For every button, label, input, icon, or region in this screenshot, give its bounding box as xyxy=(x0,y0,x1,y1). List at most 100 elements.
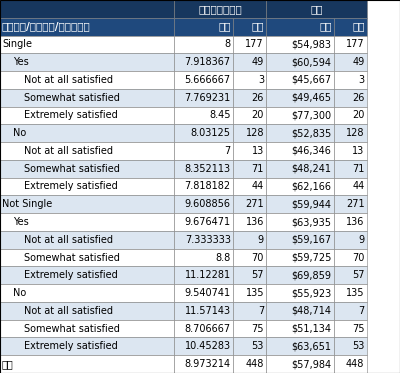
Bar xyxy=(0,338,174,355)
Bar xyxy=(0,35,174,53)
Bar xyxy=(266,284,334,302)
Bar xyxy=(174,284,233,302)
Bar xyxy=(233,249,266,266)
Text: 均值: 均值 xyxy=(219,22,231,32)
Text: 71: 71 xyxy=(252,164,264,174)
Bar xyxy=(174,89,233,107)
Bar xyxy=(334,320,367,338)
Bar xyxy=(233,71,266,89)
Bar xyxy=(233,124,266,142)
Bar xyxy=(0,284,174,302)
Text: No: No xyxy=(13,288,26,298)
Text: Extremely satisfied: Extremely satisfied xyxy=(24,182,118,191)
Bar xyxy=(233,35,266,53)
Text: Somewhat satisfied: Somewhat satisfied xyxy=(24,253,120,263)
Text: $54,983: $54,983 xyxy=(291,40,331,49)
Text: 136: 136 xyxy=(346,217,364,227)
Bar xyxy=(0,195,174,213)
Text: 136: 136 xyxy=(246,217,264,227)
Text: $77,300: $77,300 xyxy=(291,110,331,120)
Text: $52,835: $52,835 xyxy=(291,128,331,138)
Text: 57: 57 xyxy=(252,270,264,280)
Bar xyxy=(0,231,174,249)
Bar xyxy=(174,35,233,53)
Text: Not Single: Not Single xyxy=(2,199,52,209)
Bar xyxy=(233,355,266,373)
Bar xyxy=(233,18,266,35)
Text: 57: 57 xyxy=(352,270,364,280)
Text: $59,725: $59,725 xyxy=(291,253,331,263)
Text: 薪水: 薪水 xyxy=(310,4,323,14)
Bar xyxy=(266,0,367,18)
Text: 44: 44 xyxy=(352,182,364,191)
Bar xyxy=(174,124,233,142)
Bar xyxy=(233,178,266,195)
Text: 49: 49 xyxy=(252,57,264,67)
Bar xyxy=(174,355,233,373)
Text: Yes: Yes xyxy=(13,217,29,227)
Text: 7.918367: 7.918367 xyxy=(185,57,231,67)
Text: 7: 7 xyxy=(224,146,231,156)
Text: No: No xyxy=(13,128,26,138)
Bar xyxy=(0,160,174,178)
Bar xyxy=(0,142,174,160)
Text: $57,984: $57,984 xyxy=(291,359,331,369)
Text: $63,651: $63,651 xyxy=(291,341,331,351)
Text: 448: 448 xyxy=(346,359,364,369)
Text: 现任工作的年限: 现任工作的年限 xyxy=(198,4,242,14)
Bar xyxy=(174,107,233,124)
Bar xyxy=(266,71,334,89)
Bar xyxy=(266,195,334,213)
Bar xyxy=(174,338,233,355)
Bar xyxy=(334,124,367,142)
Text: 70: 70 xyxy=(252,253,264,263)
Bar xyxy=(233,266,266,284)
Bar xyxy=(233,320,266,338)
Text: $60,594: $60,594 xyxy=(291,57,331,67)
Bar xyxy=(266,18,334,35)
Bar xyxy=(266,35,334,53)
Bar xyxy=(174,18,233,35)
Text: 7: 7 xyxy=(358,306,364,316)
Bar xyxy=(334,178,367,195)
Bar xyxy=(266,124,334,142)
Bar xyxy=(233,284,266,302)
Bar xyxy=(334,249,367,266)
Text: 8.45: 8.45 xyxy=(209,110,231,120)
Text: 7.333333: 7.333333 xyxy=(185,235,231,245)
Bar xyxy=(334,160,367,178)
Text: Not at all satisfied: Not at all satisfied xyxy=(24,75,114,85)
Text: $69,859: $69,859 xyxy=(291,270,331,280)
Text: 271: 271 xyxy=(245,199,264,209)
Bar xyxy=(233,231,266,249)
Text: 8.973214: 8.973214 xyxy=(185,359,231,369)
Text: $46,346: $46,346 xyxy=(291,146,331,156)
Bar xyxy=(266,89,334,107)
Bar xyxy=(266,355,334,373)
Text: $62,166: $62,166 xyxy=(291,182,331,191)
Bar xyxy=(0,320,174,338)
Text: 13: 13 xyxy=(352,146,364,156)
Bar xyxy=(334,18,367,35)
Text: $59,944: $59,944 xyxy=(291,199,331,209)
Bar xyxy=(0,302,174,320)
Bar xyxy=(0,355,174,373)
Text: 9: 9 xyxy=(258,235,264,245)
Bar xyxy=(233,338,266,355)
Text: 128: 128 xyxy=(346,128,364,138)
Bar xyxy=(174,231,233,249)
Bar xyxy=(334,355,367,373)
Text: $59,167: $59,167 xyxy=(291,235,331,245)
Text: Not at all satisfied: Not at all satisfied xyxy=(24,235,114,245)
Text: $51,134: $51,134 xyxy=(291,324,331,333)
Text: 75: 75 xyxy=(252,324,264,333)
Text: Somewhat satisfied: Somewhat satisfied xyxy=(24,324,120,333)
Bar xyxy=(174,249,233,266)
Bar xyxy=(174,178,233,195)
Text: 49: 49 xyxy=(352,57,364,67)
Bar xyxy=(334,213,367,231)
Bar xyxy=(174,0,266,18)
Text: 9.540741: 9.540741 xyxy=(185,288,231,298)
Bar xyxy=(174,160,233,178)
Bar xyxy=(334,338,367,355)
